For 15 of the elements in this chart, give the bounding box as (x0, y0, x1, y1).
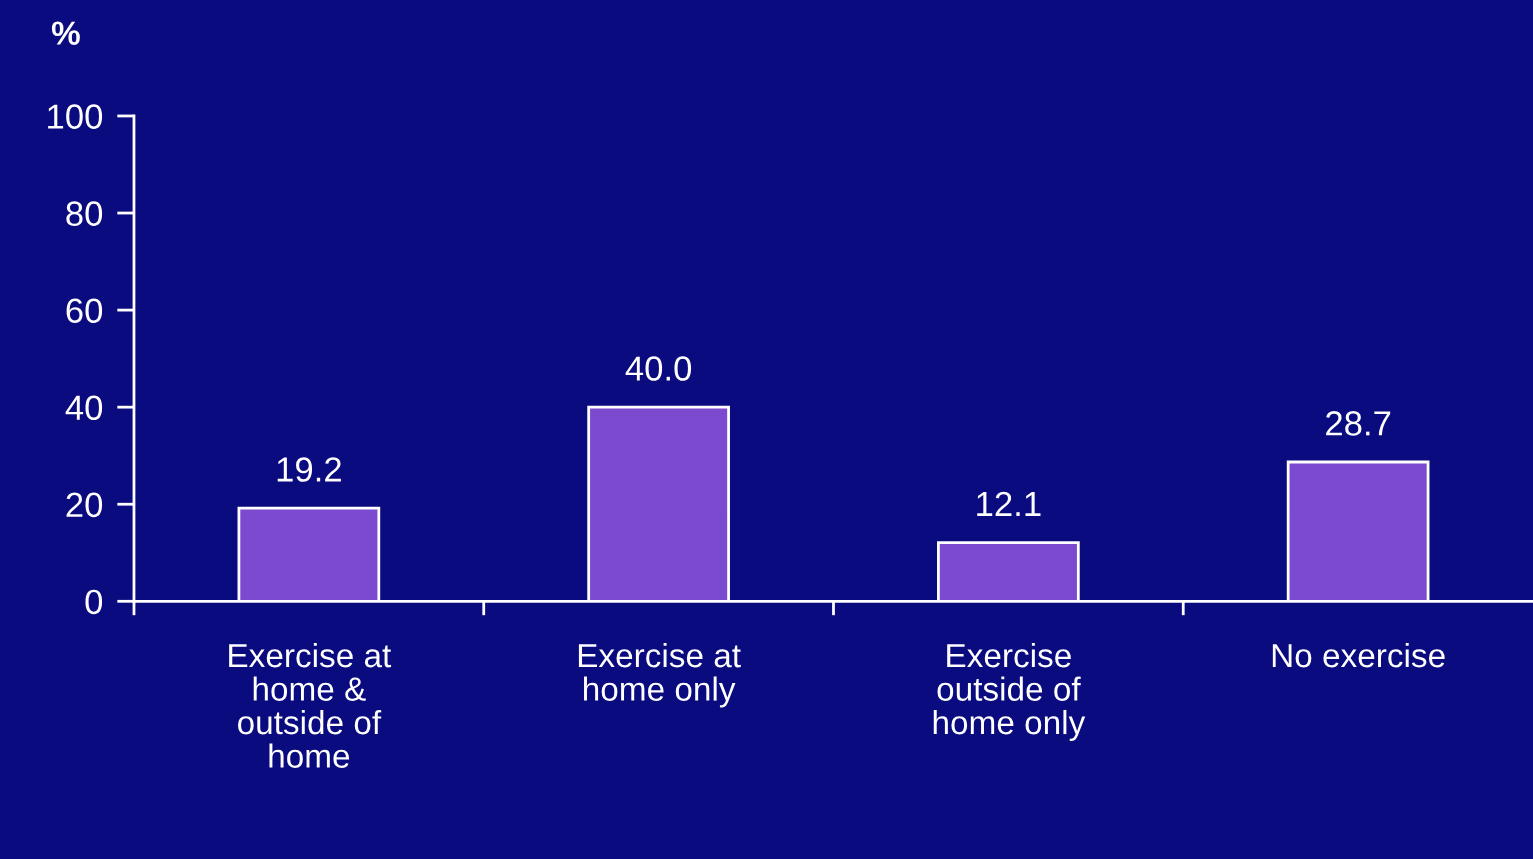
data-label: 28.7 (1326, 411, 1391, 436)
y-tick-label: 60 (66, 298, 103, 324)
x-tick-label: Exercise at home & outside of home (229, 642, 392, 768)
data-label: 12.1 (977, 491, 1041, 516)
x-tick-label: No exercise (1272, 642, 1445, 668)
y-tick-label: 0 (85, 589, 103, 615)
y-tick-label: 20 (66, 492, 103, 518)
x-tick-label: Exercise outside of home only (933, 642, 1086, 742)
x-tick-label: Exercise at home only (578, 642, 741, 708)
y-tick-label: 80 (66, 201, 103, 226)
data-label: 19.2 (277, 457, 341, 482)
y-tick-label: 100 (48, 104, 103, 129)
y-tick-label: 40 (65, 395, 103, 421)
data-label: 40.0 (625, 356, 692, 381)
y-axis-title: % (51, 21, 80, 45)
